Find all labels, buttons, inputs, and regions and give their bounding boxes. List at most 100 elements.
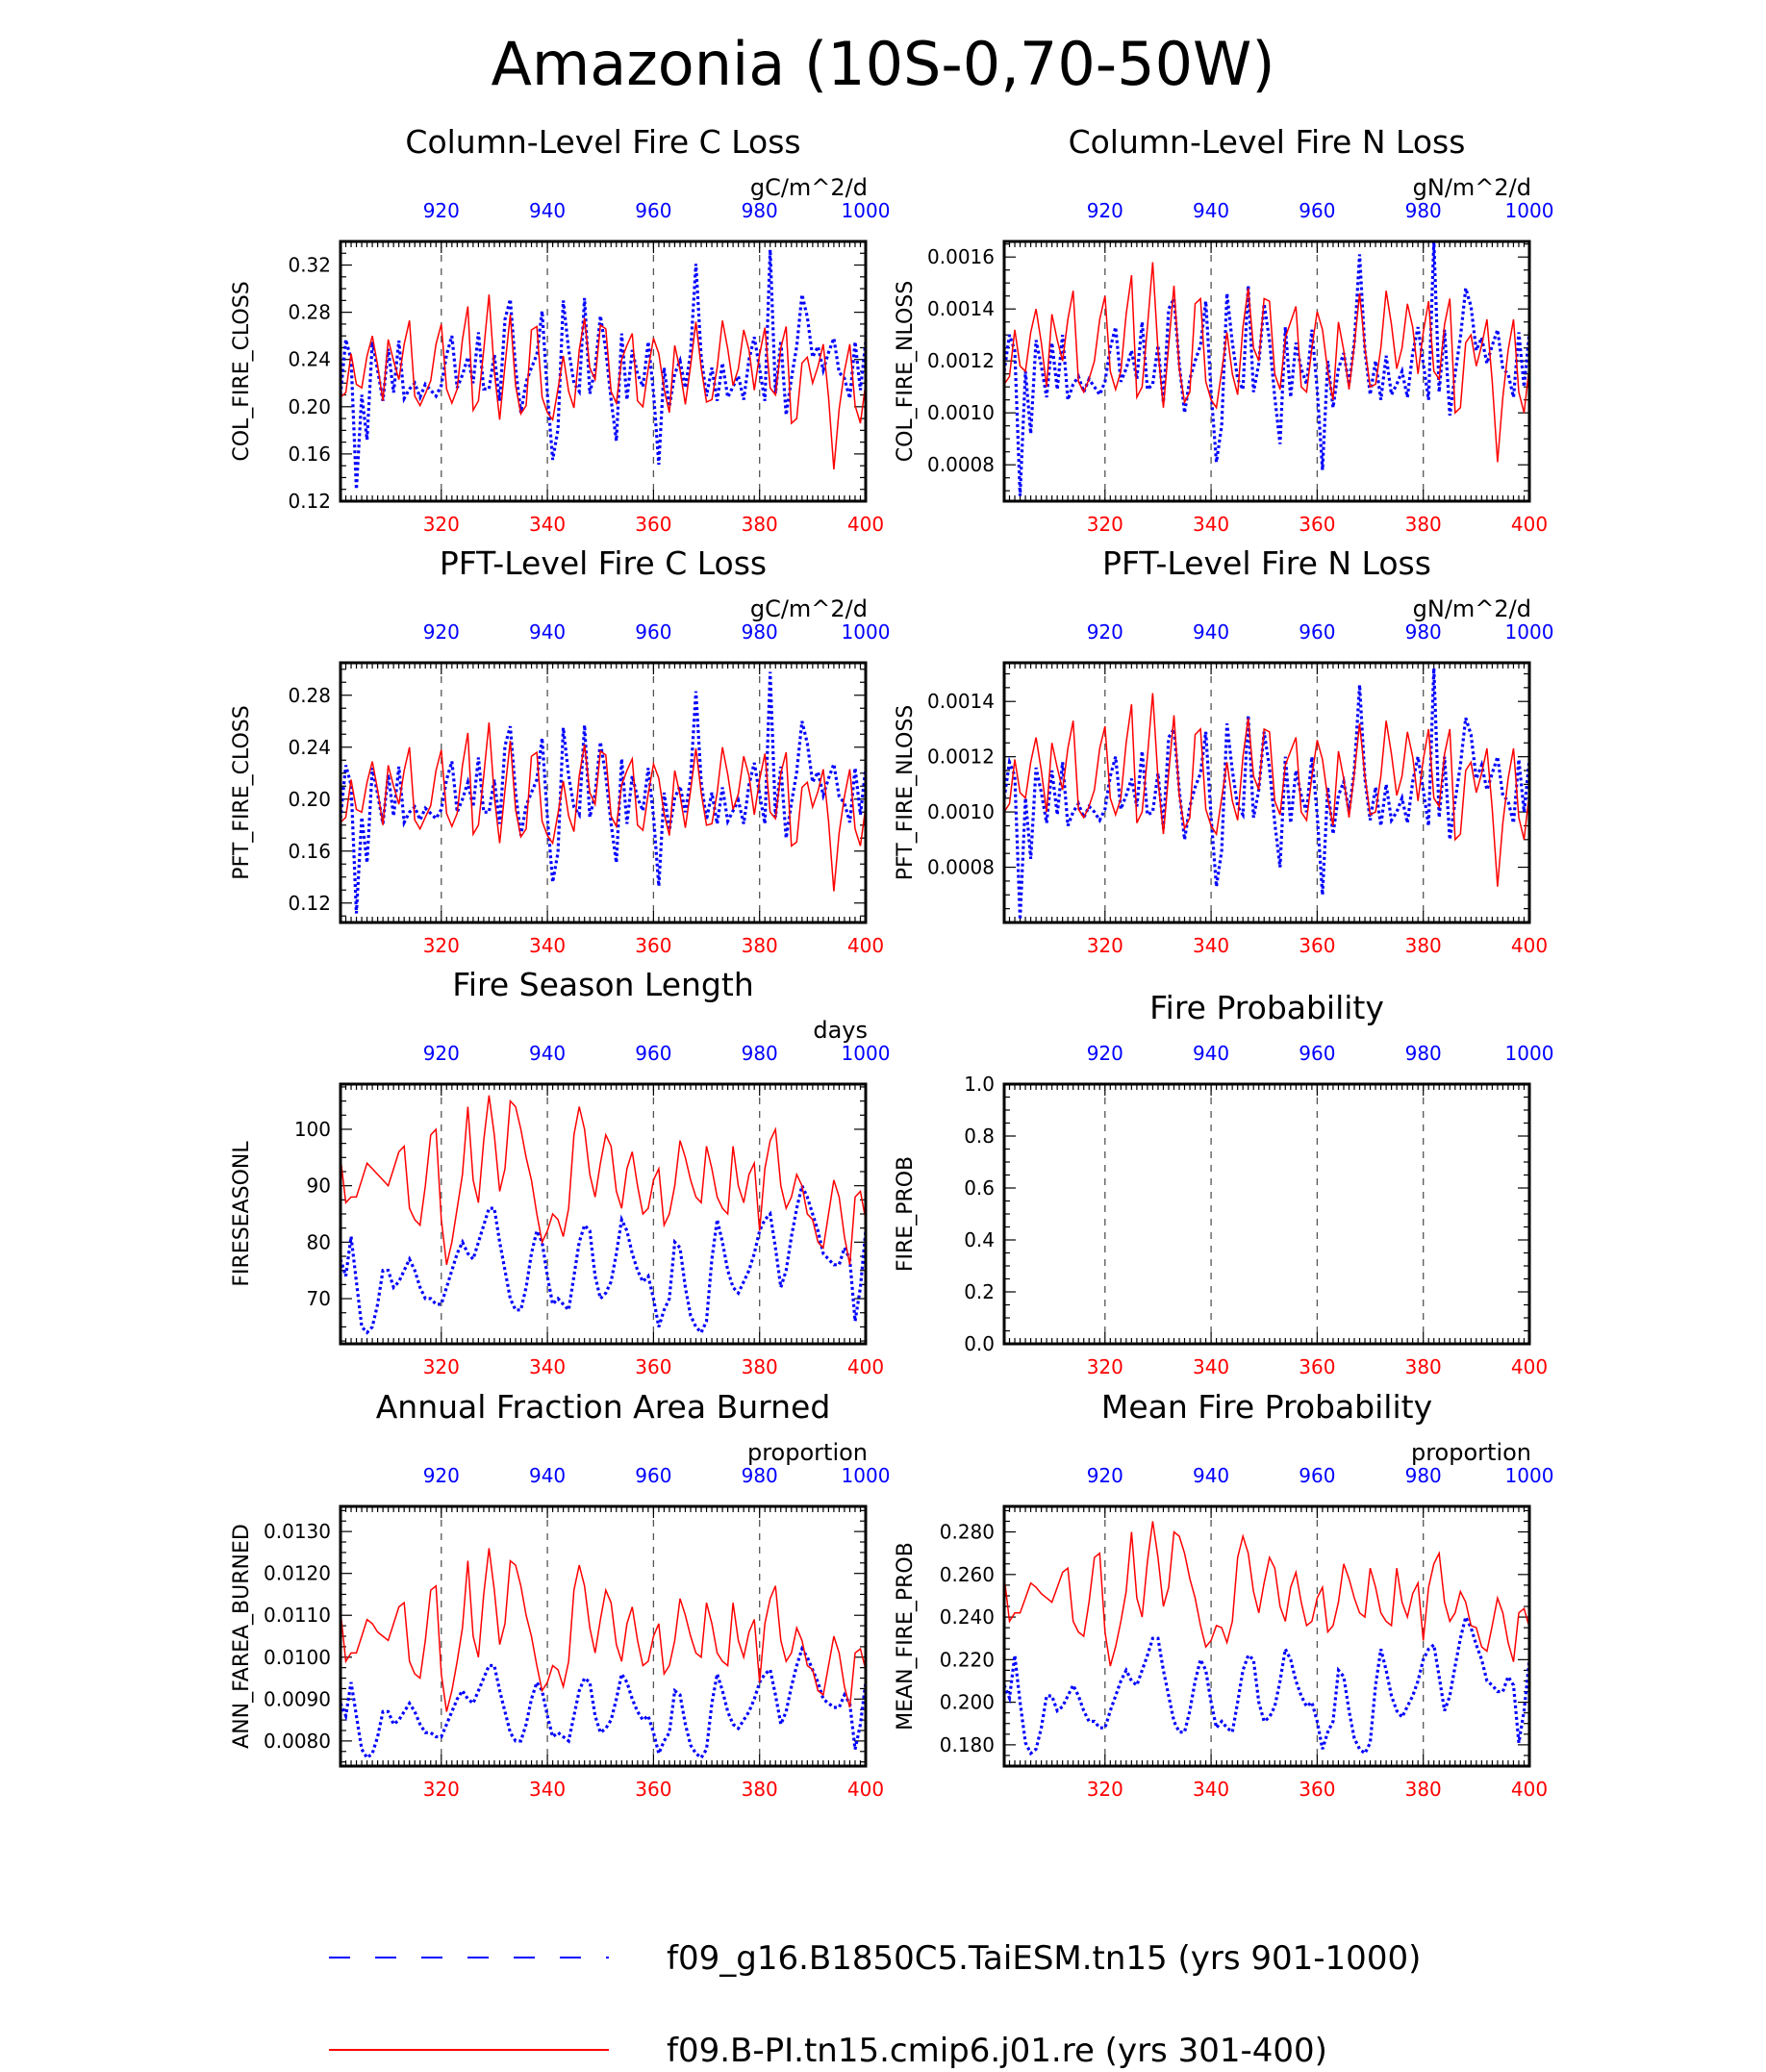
x-tick-label: 320 [1087,934,1123,957]
y-tick-label: 0.32 [288,254,331,277]
y-tick-label: 0.0014 [927,297,995,320]
y-tick-label: 0.12 [288,490,331,513]
x-top-tick-label: 920 [423,620,460,644]
x-tick-label: 320 [1087,1355,1123,1378]
units-label: gC/m^2/d [750,174,868,201]
y-tick-label: 0.0100 [264,1646,331,1669]
x-tick-label: 320 [423,1778,460,1801]
x-top-tick-label: 940 [1193,620,1229,644]
x-tick-label: 400 [1511,1778,1548,1801]
x-top-tick-label: 960 [1299,1464,1335,1487]
units-label: gN/m^2/d [1413,174,1531,201]
x-top-tick-label: 920 [1087,1042,1123,1065]
y-tick-label: 0.0110 [264,1604,331,1627]
y-axis-label: PFT_FIRE_CLOSS [230,705,254,879]
legend-label-case1: f09_g16.B1850C5.TaiESM.tn15 (yrs 901-100… [667,1939,1421,1978]
x-top-tick-label: 940 [1193,1464,1229,1487]
panel-fire-probability: Fire Probability 320 340 360 380 400 920 940 960… [894,989,1553,1378]
x-tick-label: 320 [423,1355,460,1378]
series-line-f09-g16-b1850c5-taiesm-tn15 [1004,241,1529,496]
x-tick-label: 380 [742,934,778,957]
x-top-tick-label: 980 [742,620,778,644]
y-tick-label: 0.0010 [927,401,995,424]
x-tick-label: 380 [742,1355,778,1378]
x-tick-label: 380 [1405,1778,1442,1801]
y-tick-label: 0.16 [288,442,331,466]
y-tick-label: 0.4 [964,1228,995,1251]
x-tick-label: 340 [1193,1355,1229,1378]
x-tick-label: 400 [847,1355,884,1378]
x-tick-label: 320 [423,513,460,536]
x-top-tick-label: 1000 [1505,1042,1554,1065]
y-axis-label: FIRESEASONL [230,1141,254,1287]
x-top-tick-label: 960 [1299,620,1335,644]
x-top-tick-label: 1000 [1505,620,1554,644]
x-tick-label: 380 [1405,513,1442,536]
x-top-tick-label: 1000 [842,1042,891,1065]
x-tick-label: 340 [529,1355,566,1378]
units-label: proportion [1411,1439,1531,1466]
x-tick-label: 400 [847,513,884,536]
y-tick-label: 80 [307,1230,331,1253]
x-tick-label: 340 [1193,934,1229,957]
panel-title: Column-Level Fire N Loss [1069,123,1466,161]
y-axis-label: ANN_FAREA_BURNED [230,1524,254,1749]
x-top-tick-label: 1000 [842,1464,891,1487]
y-tick-label: 0.0 [964,1332,995,1355]
legend-label-case2: f09.B-PI.tn15.cmip6.j01.re (yrs 301-400) [667,2032,1327,2070]
series-line-f09-g16-b1850c5-taiesm-tn15 [341,1645,866,1760]
x-top-tick-label: 980 [742,1042,778,1065]
plot-frame [1002,240,1531,503]
y-tick-label: 1.0 [964,1073,995,1096]
x-tick-label: 360 [1299,934,1335,957]
y-axis-label: COL_FIRE_CLOSS [230,281,254,461]
x-tick-label: 360 [635,1778,671,1801]
figure-title: Amazonia (10S-0,70-50W) [491,29,1274,99]
series-line-f09-g16-b1850c5-taiesm-tn15 [1004,1612,1529,1756]
x-top-tick-label: 920 [1087,620,1123,644]
x-top-tick-label: 940 [1193,199,1229,222]
x-tick-label: 340 [529,513,566,536]
panel-title: Fire Probability [1149,989,1384,1026]
x-top-tick-label: 1000 [1505,199,1554,222]
plot-frame [339,661,868,924]
x-tick-label: 340 [529,1778,566,1801]
y-tick-label: 0.0080 [264,1730,331,1753]
y-tick-label: 0.12 [288,892,331,915]
y-tick-label: 0.0014 [927,690,995,713]
y-tick-label: 100 [294,1118,331,1141]
series-line-f09-b-pi-tn15-cmip6-j01-re [341,1095,866,1265]
x-top-tick-label: 980 [1405,199,1442,222]
y-tick-label: 0.20 [288,788,331,811]
series-line-f09-g16-b1850c5-taiesm-tn15 [341,249,866,490]
x-top-tick-label: 960 [635,620,671,644]
x-tick-label: 380 [1405,934,1442,957]
y-axis-label: MEAN_FIRE_PROB [894,1542,918,1731]
plot-frame [1002,1082,1531,1346]
y-tick-label: 0.6 [964,1176,995,1200]
panel-title: Fire Season Length [452,966,753,1003]
x-top-tick-label: 980 [1405,1042,1442,1065]
y-tick-label: 0.0008 [927,453,995,476]
units-label: proportion [747,1439,868,1466]
x-top-tick-label: 920 [423,199,460,222]
x-tick-label: 360 [1299,513,1335,536]
x-tick-label: 360 [635,1355,671,1378]
x-top-tick-label: 960 [1299,1042,1335,1065]
panel-pft-level-fire-c-loss: PFT-Level Fire C Loss gC/m^2/d 320 340 360 38… [230,544,890,957]
x-tick-label: 340 [529,934,566,957]
y-tick-label: 90 [307,1175,331,1198]
legend: f09_g16.B1850C5.TaiESM.tn15 (yrs 901-100… [329,1939,1421,2070]
y-axis-label: COL_FIRE_NLOSS [894,281,918,462]
y-tick-label: 0.0008 [927,856,995,879]
series-line-f09-b-pi-tn15-cmip6-j01-re [1004,693,1529,887]
x-top-tick-label: 920 [1087,1464,1123,1487]
x-top-tick-label: 960 [635,199,671,222]
x-top-tick-label: 960 [1299,199,1335,222]
x-top-tick-label: 960 [635,1464,671,1487]
x-top-tick-label: 940 [529,1464,566,1487]
x-tick-label: 320 [1087,513,1123,536]
x-top-tick-label: 960 [635,1042,671,1065]
y-tick-label: 0.0120 [264,1562,331,1585]
plot-frame [339,240,868,503]
